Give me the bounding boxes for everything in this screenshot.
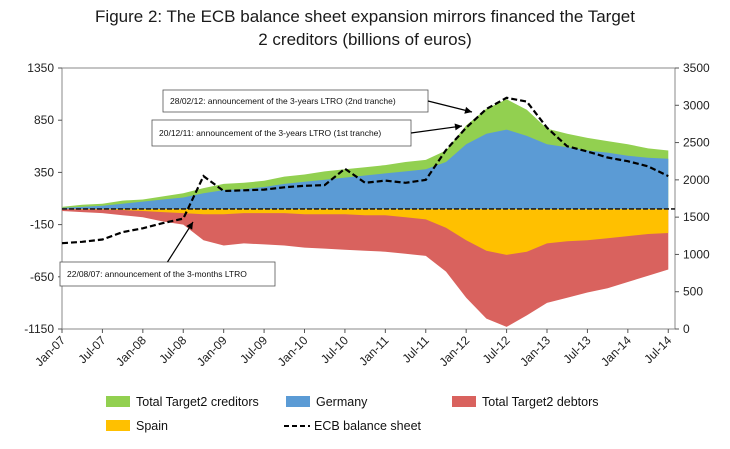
x-tick-label: Jan-08 [113,333,149,369]
y-left-tick-label: -1150 [24,322,54,336]
annotation-box [59,261,276,287]
x-tick-label: Jan-11 [356,333,391,368]
legend-swatch [106,396,130,407]
annotation-text: 22/08/07: announcement of the 3-months L… [67,269,247,279]
legend-label: Spain [136,419,168,433]
chart-title-line-1: Figure 2: The ECB balance sheet expansio… [95,7,635,26]
annotation-arrow [166,221,194,263]
x-tick-label: Jul-09 [237,333,270,366]
annotation-arrow [427,100,473,113]
annotation-text: 20/12/11: announcement of the 3-years LT… [159,128,381,138]
x-tick-label: Jul-11 [399,333,432,366]
legend-label: Total Target2 debtors [482,395,599,409]
x-tick-label: Jul-12 [480,333,513,366]
legend-label: Germany [316,395,368,409]
annotation-arrow [410,125,463,134]
y-left-tick-label: 850 [34,113,54,127]
y-right-tick-label: 1500 [683,210,710,224]
series-area-spain [62,208,669,255]
x-tick-label: Jan-13 [517,333,553,369]
y-right-tick-label: 3500 [683,61,710,75]
x-tick-label: Jul-08 [156,333,189,366]
series-line-ecb-balance-sheet [61,96,669,245]
y-right-tick-label: 0 [683,322,690,336]
y-right-tick-label: 1000 [683,247,710,261]
annotation-arrowhead [186,222,193,230]
x-tick-label: Jan-14 [598,333,634,369]
legend-swatch [286,396,310,407]
chart-title-line-2: 2 creditors (billions of euros) [258,30,472,49]
x-tick-label: Jul-13 [561,333,594,366]
annotation-arrowhead [464,106,472,114]
x-tick-label: Jan-10 [275,333,311,369]
y-left-tick-label: 1350 [27,61,54,75]
legend-swatch [106,420,130,431]
x-tick-label: Jul-07 [76,333,109,366]
y-right-tick-label: 500 [683,285,703,299]
y-right-tick-label: 3000 [683,98,710,112]
y-right-tick-label: 2500 [683,136,710,150]
x-tick-label: Jul-10 [318,333,351,366]
y-left-tick-label: -150 [30,218,54,232]
x-tick-label: Jul-14 [641,333,674,366]
annotation-arrowhead [454,123,462,131]
annotation-text: 28/02/12: announcement of the 3-years LT… [170,96,396,106]
legend-swatch [452,396,476,407]
legend-label: Total Target2 creditors [136,395,259,409]
y-right-tick-label: 2000 [683,173,710,187]
x-tick-label: Jan-12 [436,333,472,369]
legend-label: ECB balance sheet [314,419,422,433]
y-left-tick-label: -650 [30,270,54,284]
y-left-tick-label: 350 [34,165,54,179]
x-tick-label: Jan-07 [32,333,68,369]
series-area-germany [62,129,669,209]
x-tick-label: Jan-09 [194,333,230,369]
